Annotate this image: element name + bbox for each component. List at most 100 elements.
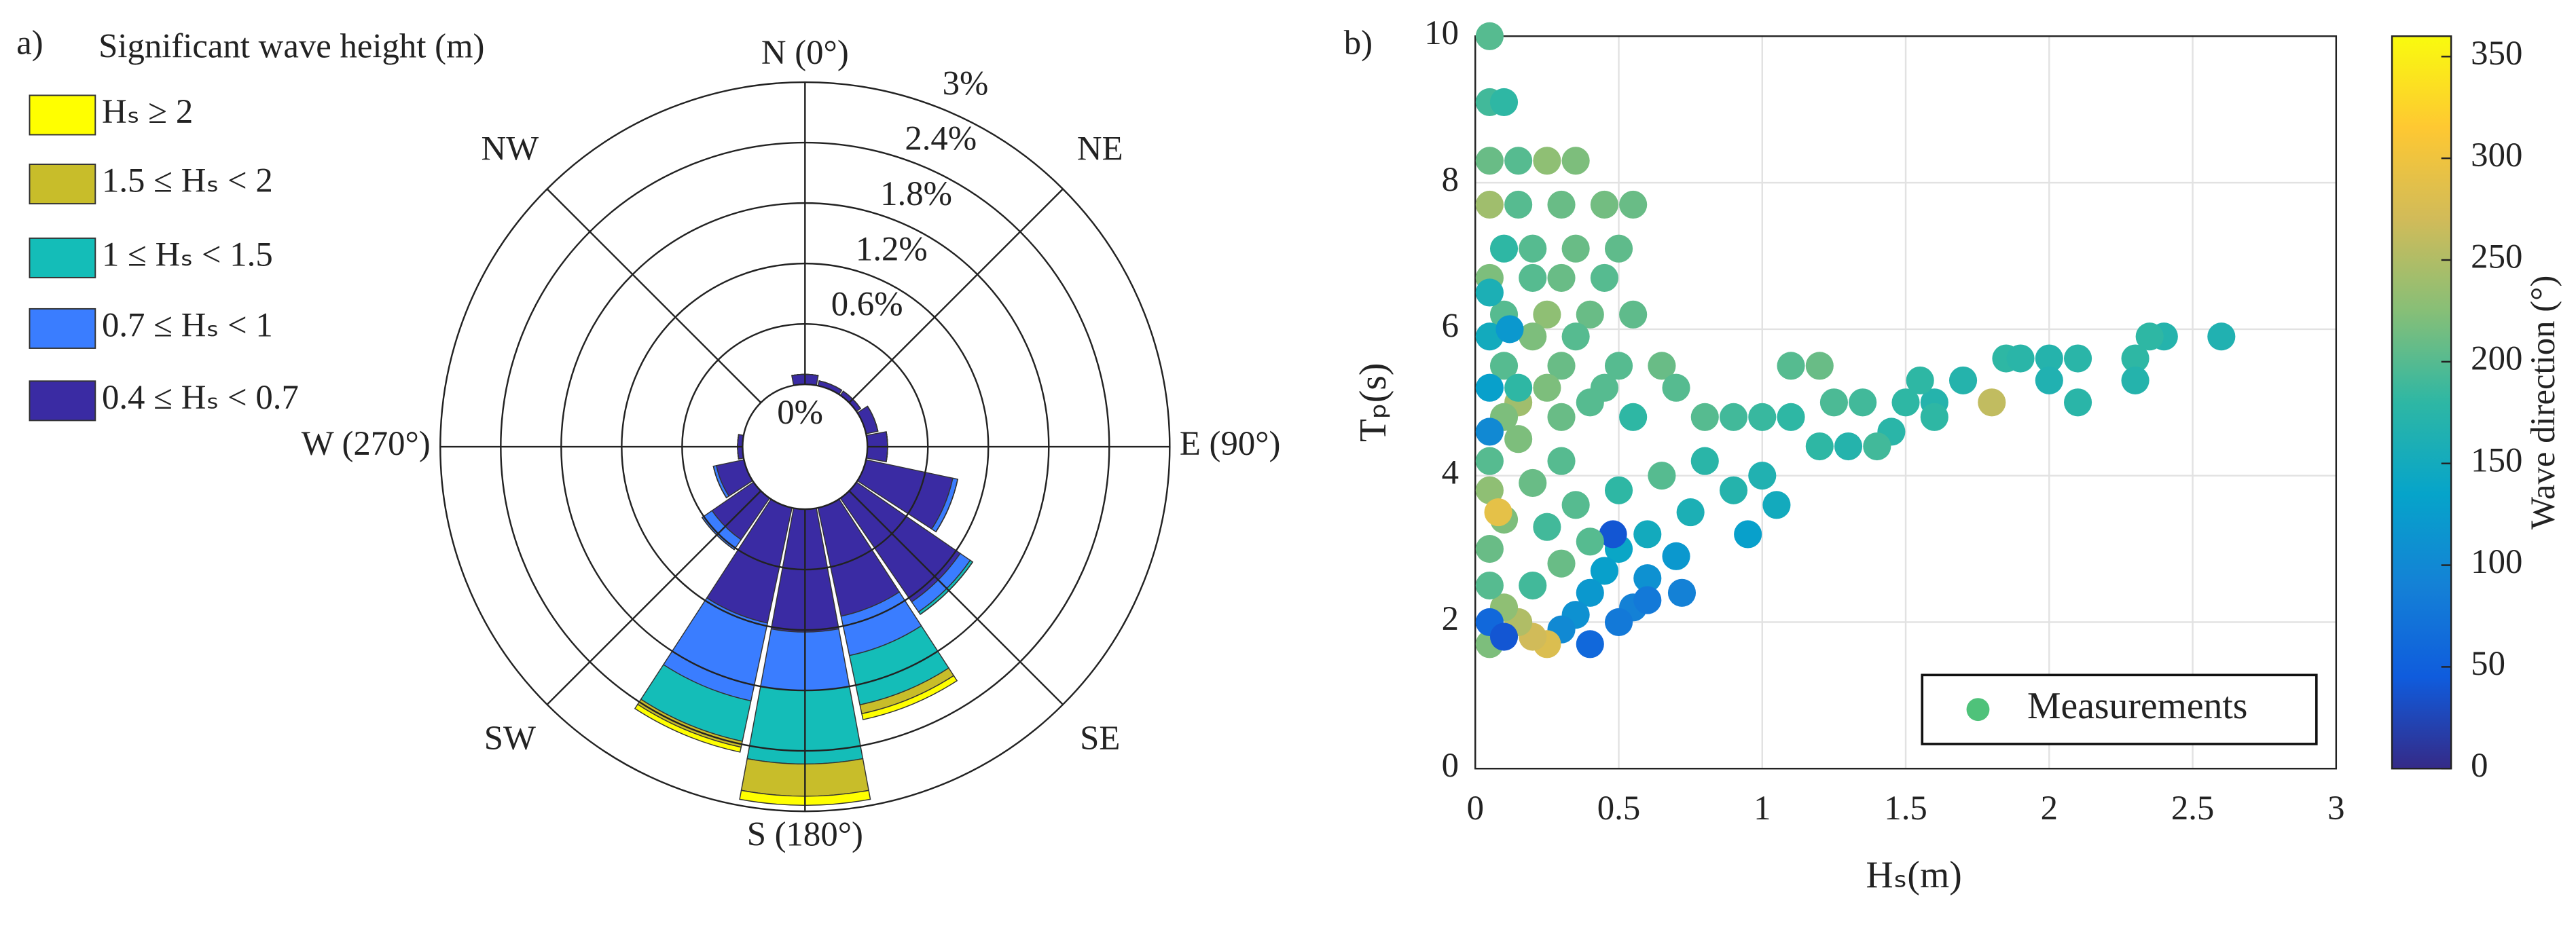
r-tick-label: 0.6%: [831, 285, 903, 323]
points: [1475, 22, 2236, 658]
point: [1805, 352, 1834, 380]
point: [1719, 476, 1748, 504]
point: [1475, 535, 1504, 563]
point: [1690, 447, 1719, 475]
point: [1748, 403, 1777, 431]
point: [1475, 373, 1504, 402]
spoke: [546, 188, 762, 403]
point: [1561, 491, 1590, 519]
point: [1561, 322, 1590, 351]
legend-label: Measurements: [2027, 685, 2247, 727]
legend-swatch: [29, 94, 96, 136]
legend-swatch: [29, 308, 96, 349]
point: [1547, 549, 1576, 578]
colorbar-tick-label: 50: [2471, 644, 2505, 682]
point: [1604, 608, 1633, 637]
point: [1762, 491, 1791, 519]
point: [1489, 623, 1519, 651]
point: [1547, 190, 1576, 219]
point: [1648, 352, 1676, 380]
point: [1590, 557, 1618, 585]
rose-bars: [634, 373, 974, 806]
point: [1519, 468, 1547, 498]
point: [1948, 366, 1978, 394]
direction-label: NW: [482, 129, 539, 167]
r-tick-label: 3%: [943, 64, 989, 102]
rose-segment: [867, 405, 879, 432]
direction-label: N (0°): [761, 33, 849, 71]
x-tick-label: 1: [1754, 789, 1771, 827]
rose-segment: [634, 703, 742, 753]
direction-label: SW: [484, 719, 536, 757]
point: [1519, 234, 1547, 263]
point: [1504, 147, 1533, 175]
point: [1633, 564, 1662, 593]
point: [1547, 403, 1576, 431]
rose-segment: [886, 431, 888, 462]
y-tick-label: 10: [1424, 14, 1459, 52]
point: [1805, 432, 1834, 461]
point: [1920, 403, 1948, 431]
point: [1576, 300, 1604, 329]
x-tick-label: 1.5: [1884, 789, 1927, 827]
point: [1906, 366, 1934, 394]
point: [1533, 373, 1561, 402]
point: [2006, 344, 2035, 373]
legend-label: Hₛ ≥ 2: [102, 92, 193, 130]
x-tick-label: 2.5: [2171, 789, 2214, 827]
point: [1690, 403, 1719, 431]
x-axis-label: Hₛ(m): [1866, 854, 1962, 896]
y-tick-label: 2: [1442, 599, 1459, 637]
point: [1489, 234, 1519, 263]
direction-label: S (180°): [747, 815, 863, 853]
legend-label: 1.5 ≤ Hₛ < 2: [102, 162, 273, 200]
plot-frame: [1474, 35, 2338, 770]
point: [1619, 190, 1648, 219]
y-tick-label: 8: [1442, 160, 1459, 198]
point: [1604, 476, 1633, 504]
point: [1489, 352, 1519, 380]
point: [1547, 447, 1576, 475]
point: [1484, 498, 1512, 527]
point: [2207, 322, 2236, 351]
spoke: [848, 188, 1064, 403]
point: [2121, 344, 2149, 373]
point: [1561, 234, 1590, 263]
spoke: [848, 490, 1064, 705]
r-tick-label: 1.8%: [880, 174, 952, 212]
point: [1834, 432, 1863, 461]
point: [1734, 520, 1762, 549]
y-tick-label: 6: [1442, 307, 1459, 345]
point: [1662, 373, 1690, 402]
x-tick-label: 0: [1467, 789, 1484, 827]
point: [1891, 388, 1920, 417]
point: [1633, 586, 1662, 614]
point: [1619, 403, 1648, 431]
colorbar-tick-label: 100: [2471, 542, 2522, 580]
direction-label: W (270°): [302, 424, 431, 462]
y-axis-label: Tₚ(s): [1352, 363, 1394, 442]
point: [1533, 147, 1561, 175]
point: [1576, 578, 1604, 607]
point: [1719, 403, 1748, 431]
point: [1599, 520, 1627, 549]
point: [1475, 476, 1504, 504]
point: [1604, 234, 1633, 263]
colorbar-tick-label: 300: [2471, 136, 2522, 174]
point: [1748, 462, 1777, 490]
point: [1777, 403, 1805, 431]
direction-label: SE: [1080, 719, 1120, 757]
direction-label: E (90°): [1180, 424, 1281, 462]
point: [1648, 462, 1676, 490]
rose-segment: [935, 479, 958, 532]
point: [1576, 630, 1604, 658]
point: [1533, 300, 1561, 329]
point: [1504, 190, 1533, 219]
point: [1576, 388, 1604, 417]
legend-marker: [1966, 698, 1990, 722]
colorbar-tick-label: 150: [2471, 441, 2522, 479]
point: [1978, 388, 2006, 417]
point: [1576, 527, 1604, 556]
point: [2121, 366, 2149, 394]
point: [1519, 263, 1547, 292]
